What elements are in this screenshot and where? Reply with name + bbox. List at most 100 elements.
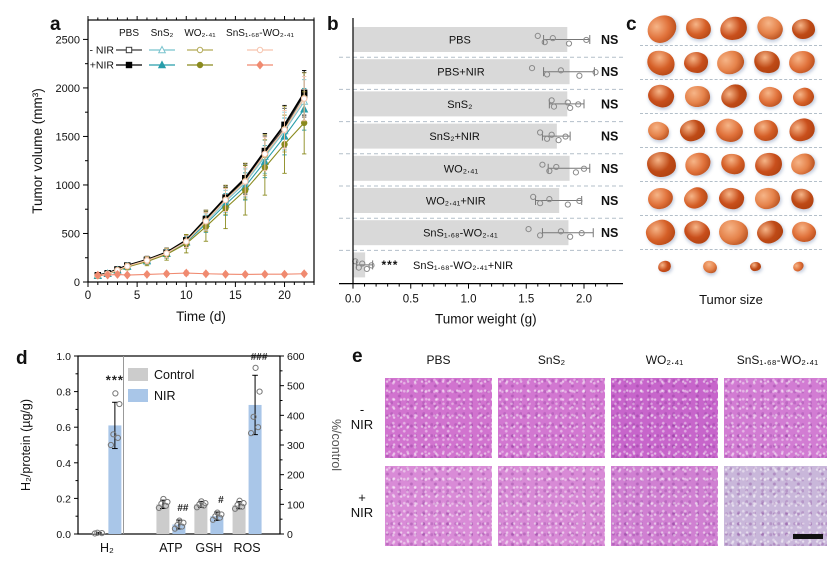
svg-text:0.4: 0.4 [56, 458, 71, 470]
svg-text:200: 200 [287, 470, 305, 482]
svg-text:400: 400 [287, 410, 305, 422]
tumor-row [640, 182, 822, 216]
tumor-photo [787, 49, 817, 76]
tumor-photo [642, 9, 682, 48]
tumor-row [640, 46, 822, 80]
tumor-photo [646, 120, 670, 141]
svg-text:H₂: H₂ [100, 541, 114, 555]
row-label-plus-nir: + NIR [345, 490, 379, 521]
tumor-photo [684, 52, 709, 73]
he-image [498, 378, 605, 458]
svg-text:0.2: 0.2 [56, 493, 71, 505]
svg-text:0.0: 0.0 [345, 294, 361, 306]
svg-text:WO₂.₄₁: WO₂.₄₁ [184, 28, 216, 39]
svg-text:2.0: 2.0 [576, 294, 592, 306]
he-image [724, 378, 827, 458]
svg-text:H₂/protein (µg/g): H₂/protein (µg/g) [19, 399, 33, 491]
svg-text:Tumor weight (g): Tumor weight (g) [435, 312, 537, 327]
tumor-photo [789, 219, 818, 246]
tumor-photo [788, 185, 818, 212]
svg-text:SnS₂: SnS₂ [151, 28, 174, 39]
svg-text:1.0: 1.0 [56, 351, 71, 363]
svg-text:15: 15 [229, 290, 242, 302]
svg-text:1000: 1000 [56, 180, 80, 192]
tumor-photo [684, 16, 713, 41]
panel-c-label: c [626, 14, 637, 35]
svg-text:500: 500 [62, 228, 80, 240]
tumor-photo [712, 114, 746, 147]
tumor-photo [714, 46, 748, 79]
svg-text:NS: NS [601, 162, 618, 176]
nir-word: NIR [350, 505, 374, 520]
svg-text:0: 0 [74, 277, 80, 289]
he-image [611, 466, 718, 546]
svg-text:ROS: ROS [234, 541, 261, 555]
he-image [724, 466, 827, 546]
svg-text:WO₂.₄₁: WO₂.₄₁ [444, 163, 479, 175]
svg-text:+NIR: +NIR [90, 60, 115, 72]
tumor-photo [682, 149, 715, 180]
panel-a-label: a [50, 14, 61, 35]
panel-b-label: b [327, 14, 339, 35]
tumor-photo [677, 117, 707, 144]
svg-text:SnS₁.₆₈-WO₂.₄₁+NIR: SnS₁.₆₈-WO₂.₄₁+NIR [413, 260, 513, 272]
svg-text:WO₂.₄₁+NIR: WO₂.₄₁+NIR [426, 196, 486, 208]
scale-bar [793, 534, 823, 539]
svg-text:- NIR: - NIR [90, 45, 115, 57]
he-image [498, 466, 605, 546]
he-image [611, 378, 718, 458]
svg-text:0: 0 [287, 529, 293, 541]
tumor-photo [644, 217, 678, 248]
tumor-photo [656, 259, 673, 274]
svg-text:NS: NS [601, 226, 618, 240]
svg-text:1.0: 1.0 [461, 294, 477, 306]
tumor-photo [787, 149, 819, 180]
tumor-photo [701, 258, 719, 275]
tumor-photo [753, 217, 786, 248]
tumor-photo-grid [640, 9, 822, 283]
tumor-photos-panel: Tumor size [640, 9, 822, 307]
tumor-photo [791, 18, 816, 39]
histology-col-header: PBS [426, 353, 451, 367]
svg-text:PBS+NIR: PBS+NIR [437, 67, 484, 79]
svg-text:20: 20 [278, 290, 291, 302]
svg-text:Tumor volume (mm³): Tumor volume (mm³) [30, 88, 45, 214]
tumor-photo [718, 219, 749, 246]
svg-text:100: 100 [287, 499, 305, 511]
svg-text:NS: NS [601, 33, 618, 47]
tumor-photo [751, 48, 783, 77]
svg-text:#: # [218, 495, 224, 506]
svg-text:***: *** [381, 258, 398, 272]
tumor-volume-chart: 0 500 1000 1500 2000 2500 0 5 10 15 20 Time (d) Tumo… [30, 16, 315, 324]
tumor-photo [645, 82, 677, 111]
tumor-photo [717, 186, 746, 211]
histology-col-header: SnS₂ [537, 353, 566, 367]
he-image [385, 466, 492, 546]
svg-text:NS: NS [601, 194, 618, 208]
tumor-size-caption: Tumor size [699, 292, 763, 307]
svg-text:SnS₂+NIR: SnS₂+NIR [429, 131, 479, 143]
histology-col-header: WO₂.₄₁ [645, 353, 684, 367]
tumor-row [640, 114, 822, 148]
tumor-photo [757, 85, 783, 108]
minus-sign: - [359, 402, 365, 418]
tumor-row [640, 216, 822, 250]
tumor-row [640, 80, 822, 114]
svg-text:0.8: 0.8 [56, 387, 71, 399]
panel-d-label: d [16, 348, 28, 369]
tumor-photo [718, 151, 748, 178]
tumor-row [640, 148, 822, 182]
tumor-photo [680, 216, 714, 249]
tumor-row [640, 9, 822, 48]
biomarker-chart: 0.0 0.2 0.4 0.6 0.8 1.0 0 100 200 300 400 500 600 H₂/… [19, 351, 343, 555]
svg-text:Control: Control [154, 368, 194, 382]
svg-text:NS: NS [601, 97, 618, 111]
svg-text:5: 5 [134, 290, 140, 302]
tumor-photo [680, 183, 712, 214]
svg-text:SnS₁.₆₈-WO₂.₄₁: SnS₁.₆₈-WO₂.₄₁ [226, 28, 295, 39]
tumor-photo [753, 13, 786, 44]
tumor-photo [791, 85, 817, 108]
svg-text:##: ## [177, 503, 189, 514]
svg-text:NS: NS [601, 130, 618, 144]
tumor-photo [753, 120, 778, 141]
